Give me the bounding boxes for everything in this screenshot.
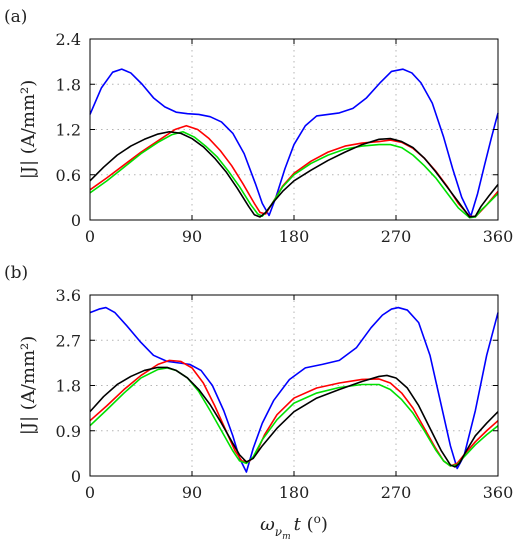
y-tick-label: 2.4 <box>56 30 81 49</box>
panel-a: 0 90 180 270 360 0 0.6 1.2 1.8 2.4 (a) |J| (A/mm²) <box>4 7 513 246</box>
y-tick-label: 0.6 <box>56 166 81 185</box>
series-line-4 <box>89 366 499 468</box>
x-tick-label: 270 <box>381 227 412 246</box>
y-tick-label: 1.2 <box>56 121 81 140</box>
series-line-1 <box>89 68 499 218</box>
x-tick-label: 0 <box>85 227 95 246</box>
y-tick-label: 0 <box>71 467 81 486</box>
y-tick-label: 1.8 <box>56 75 81 94</box>
y-tick-label: 1.8 <box>56 377 81 396</box>
series-line-1 <box>89 306 499 473</box>
x-tick-label: 180 <box>279 483 310 502</box>
panel-label: (a) <box>4 7 27 27</box>
y-tick-label: 0 <box>71 211 81 230</box>
x-tick-label: 90 <box>182 227 202 246</box>
x-axis-label: ωνmt (o) <box>260 512 328 542</box>
y-axis-label: |J| (A/mm²) <box>18 80 39 180</box>
x-tick-label: 180 <box>279 227 310 246</box>
y-tick-label: 2.7 <box>56 331 81 350</box>
series-line-3 <box>89 130 499 219</box>
panel-b: 0 90 180 270 360 0 0.9 1.8 2.7 3.6 (b) |J| (A/mm²) ω… <box>4 263 513 542</box>
x-tick-label: 90 <box>182 483 202 502</box>
y-tick-label: 0.9 <box>56 422 81 441</box>
y-axis-label: |J| (A/mm²) <box>18 336 39 436</box>
series-line-4 <box>89 130 499 218</box>
x-tick-label: 360 <box>483 227 514 246</box>
panel-label: (b) <box>4 263 28 283</box>
y-tick-label: 3.6 <box>56 286 81 305</box>
x-tick-label: 270 <box>381 483 412 502</box>
x-tick-label: 0 <box>85 483 95 502</box>
x-tick-label: 360 <box>483 483 514 502</box>
